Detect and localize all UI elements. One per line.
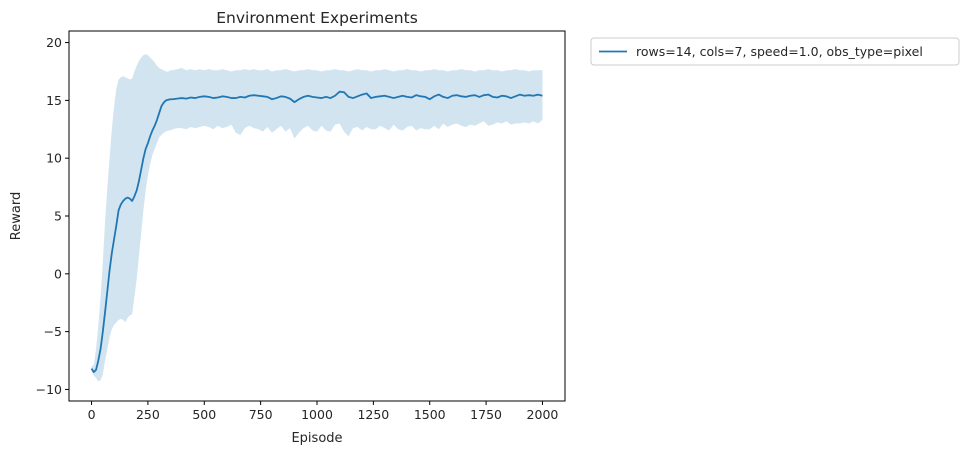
y-tick-label: 10 [46, 151, 62, 166]
legend-box [590, 37, 960, 66]
y-tick-label: 5 [54, 209, 62, 224]
chart-title: Environment Experiments [216, 9, 418, 27]
x-tick-label: 1250 [357, 407, 389, 422]
y-tick-label: −5 [44, 324, 62, 339]
y-axis-ticks: −10 −5 0 5 10 15 20 [36, 35, 69, 397]
x-tick-label: 0 [88, 407, 96, 422]
mean-line [90, 90, 543, 373]
y-tick-label: 15 [46, 93, 62, 108]
std-band [91, 54, 543, 382]
y-tick-label: 0 [54, 266, 62, 281]
legend: rows=14, cols=7, speed=1.0, obs_type=pix… [590, 37, 960, 66]
x-tick-label: 500 [192, 407, 216, 422]
x-tick-label: 2000 [527, 407, 559, 422]
x-tick-label: 1000 [301, 407, 333, 422]
x-tick-label: 750 [249, 407, 273, 422]
x-tick-label: 250 [136, 407, 160, 422]
y-tick-label: −10 [36, 382, 62, 397]
x-axis-ticks: 0 250 500 750 1000 1250 1500 1750 2000 [88, 401, 559, 422]
x-tick-label: 1750 [470, 407, 502, 422]
legend-label: rows=14, cols=7, speed=1.0, obs_type=pix… [636, 44, 923, 59]
y-tick-label: 20 [46, 35, 62, 50]
y-axis-label: Reward [9, 192, 24, 240]
x-axis-label: Episode [291, 431, 342, 446]
x-tick-label: 1500 [414, 407, 446, 422]
